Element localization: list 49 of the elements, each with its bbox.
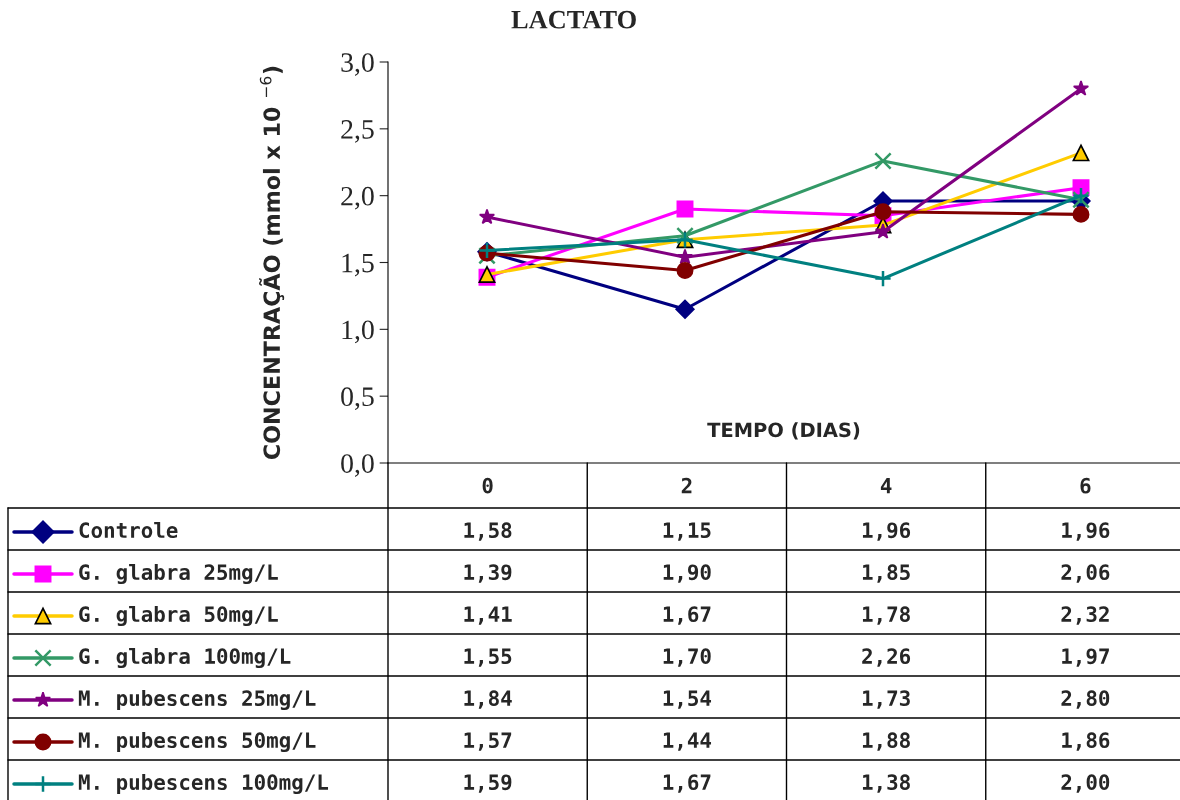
y-tick-label: 1,5 — [342, 253, 374, 277]
data-label: 1,96 — [1062, 522, 1110, 541]
data-label: 1,55 — [464, 648, 512, 667]
data-label: 1,70 — [663, 648, 711, 667]
x-tick-label: 4 — [880, 478, 892, 494]
data-label: 1,85 — [862, 564, 910, 583]
x-tick-label: 2 — [681, 477, 692, 494]
data-label: 1,78 — [862, 606, 910, 625]
legend-label: M. pubescens 50mg/L — [78, 731, 316, 753]
x-tick-label: 6 — [1080, 477, 1091, 494]
data-label: 2,26 — [862, 648, 911, 667]
data-label: 1,67 — [663, 774, 711, 793]
data-label: 2,80 — [1061, 690, 1110, 709]
data-label: 1,44 — [663, 732, 712, 751]
x-tick-label: 0 — [482, 477, 493, 494]
y-tick-label: 0,0 — [341, 454, 374, 477]
legend-label: G. glabra 100mg/L — [79, 647, 291, 669]
data-label: 1,67 — [663, 606, 711, 625]
data-label: 2,06 — [1061, 564, 1110, 583]
data-label: 2,32 — [1061, 606, 1109, 625]
data-label: 1,39 — [464, 564, 512, 583]
data-label: 1,84 — [464, 690, 512, 709]
chart-title: LACTATO — [511, 10, 636, 29]
data-label: 2,00 — [1061, 774, 1110, 793]
legend-label: G. glabra 25mg/L — [79, 563, 278, 585]
y-axis-title: CONCENTRAÇÃO (mmol x 10 $^{−6}$) — [259, 66, 285, 460]
data-label: 1,59 — [464, 774, 512, 793]
x-axis-title: TEMPO (DIAS) — [707, 422, 860, 440]
y-tick-label: 2,0 — [341, 186, 374, 210]
legend-label: M. pubescens 100mg/L — [78, 773, 329, 795]
y-tick-label: 1,0 — [342, 320, 374, 344]
data-label: 1,97 — [1062, 648, 1109, 667]
data-label: 1,86 — [1062, 732, 1110, 751]
data-label: 1,41 — [464, 606, 512, 625]
data-label: 1,90 — [663, 564, 711, 583]
y-tick-label: 3,0 — [341, 53, 374, 76]
data-label: 1,54 — [663, 690, 712, 709]
y-tick-label: 2,5 — [341, 120, 374, 143]
data-label: 1,15 — [663, 522, 711, 541]
data-label: 1,96 — [862, 522, 911, 541]
legend-label: Controle — [79, 521, 178, 539]
y-tick-label: 0,5 — [341, 387, 374, 411]
data-label: 1,57 — [464, 732, 512, 751]
data-label: 1,58 — [464, 522, 512, 541]
data-label: 1,73 — [862, 690, 910, 709]
data-label: 1,88 — [862, 732, 910, 751]
legend-label: G. glabra 50mg/L — [79, 605, 278, 627]
data-label: 1,38 — [862, 774, 910, 793]
legend-label: M. pubescens 25mg/L — [78, 689, 316, 711]
